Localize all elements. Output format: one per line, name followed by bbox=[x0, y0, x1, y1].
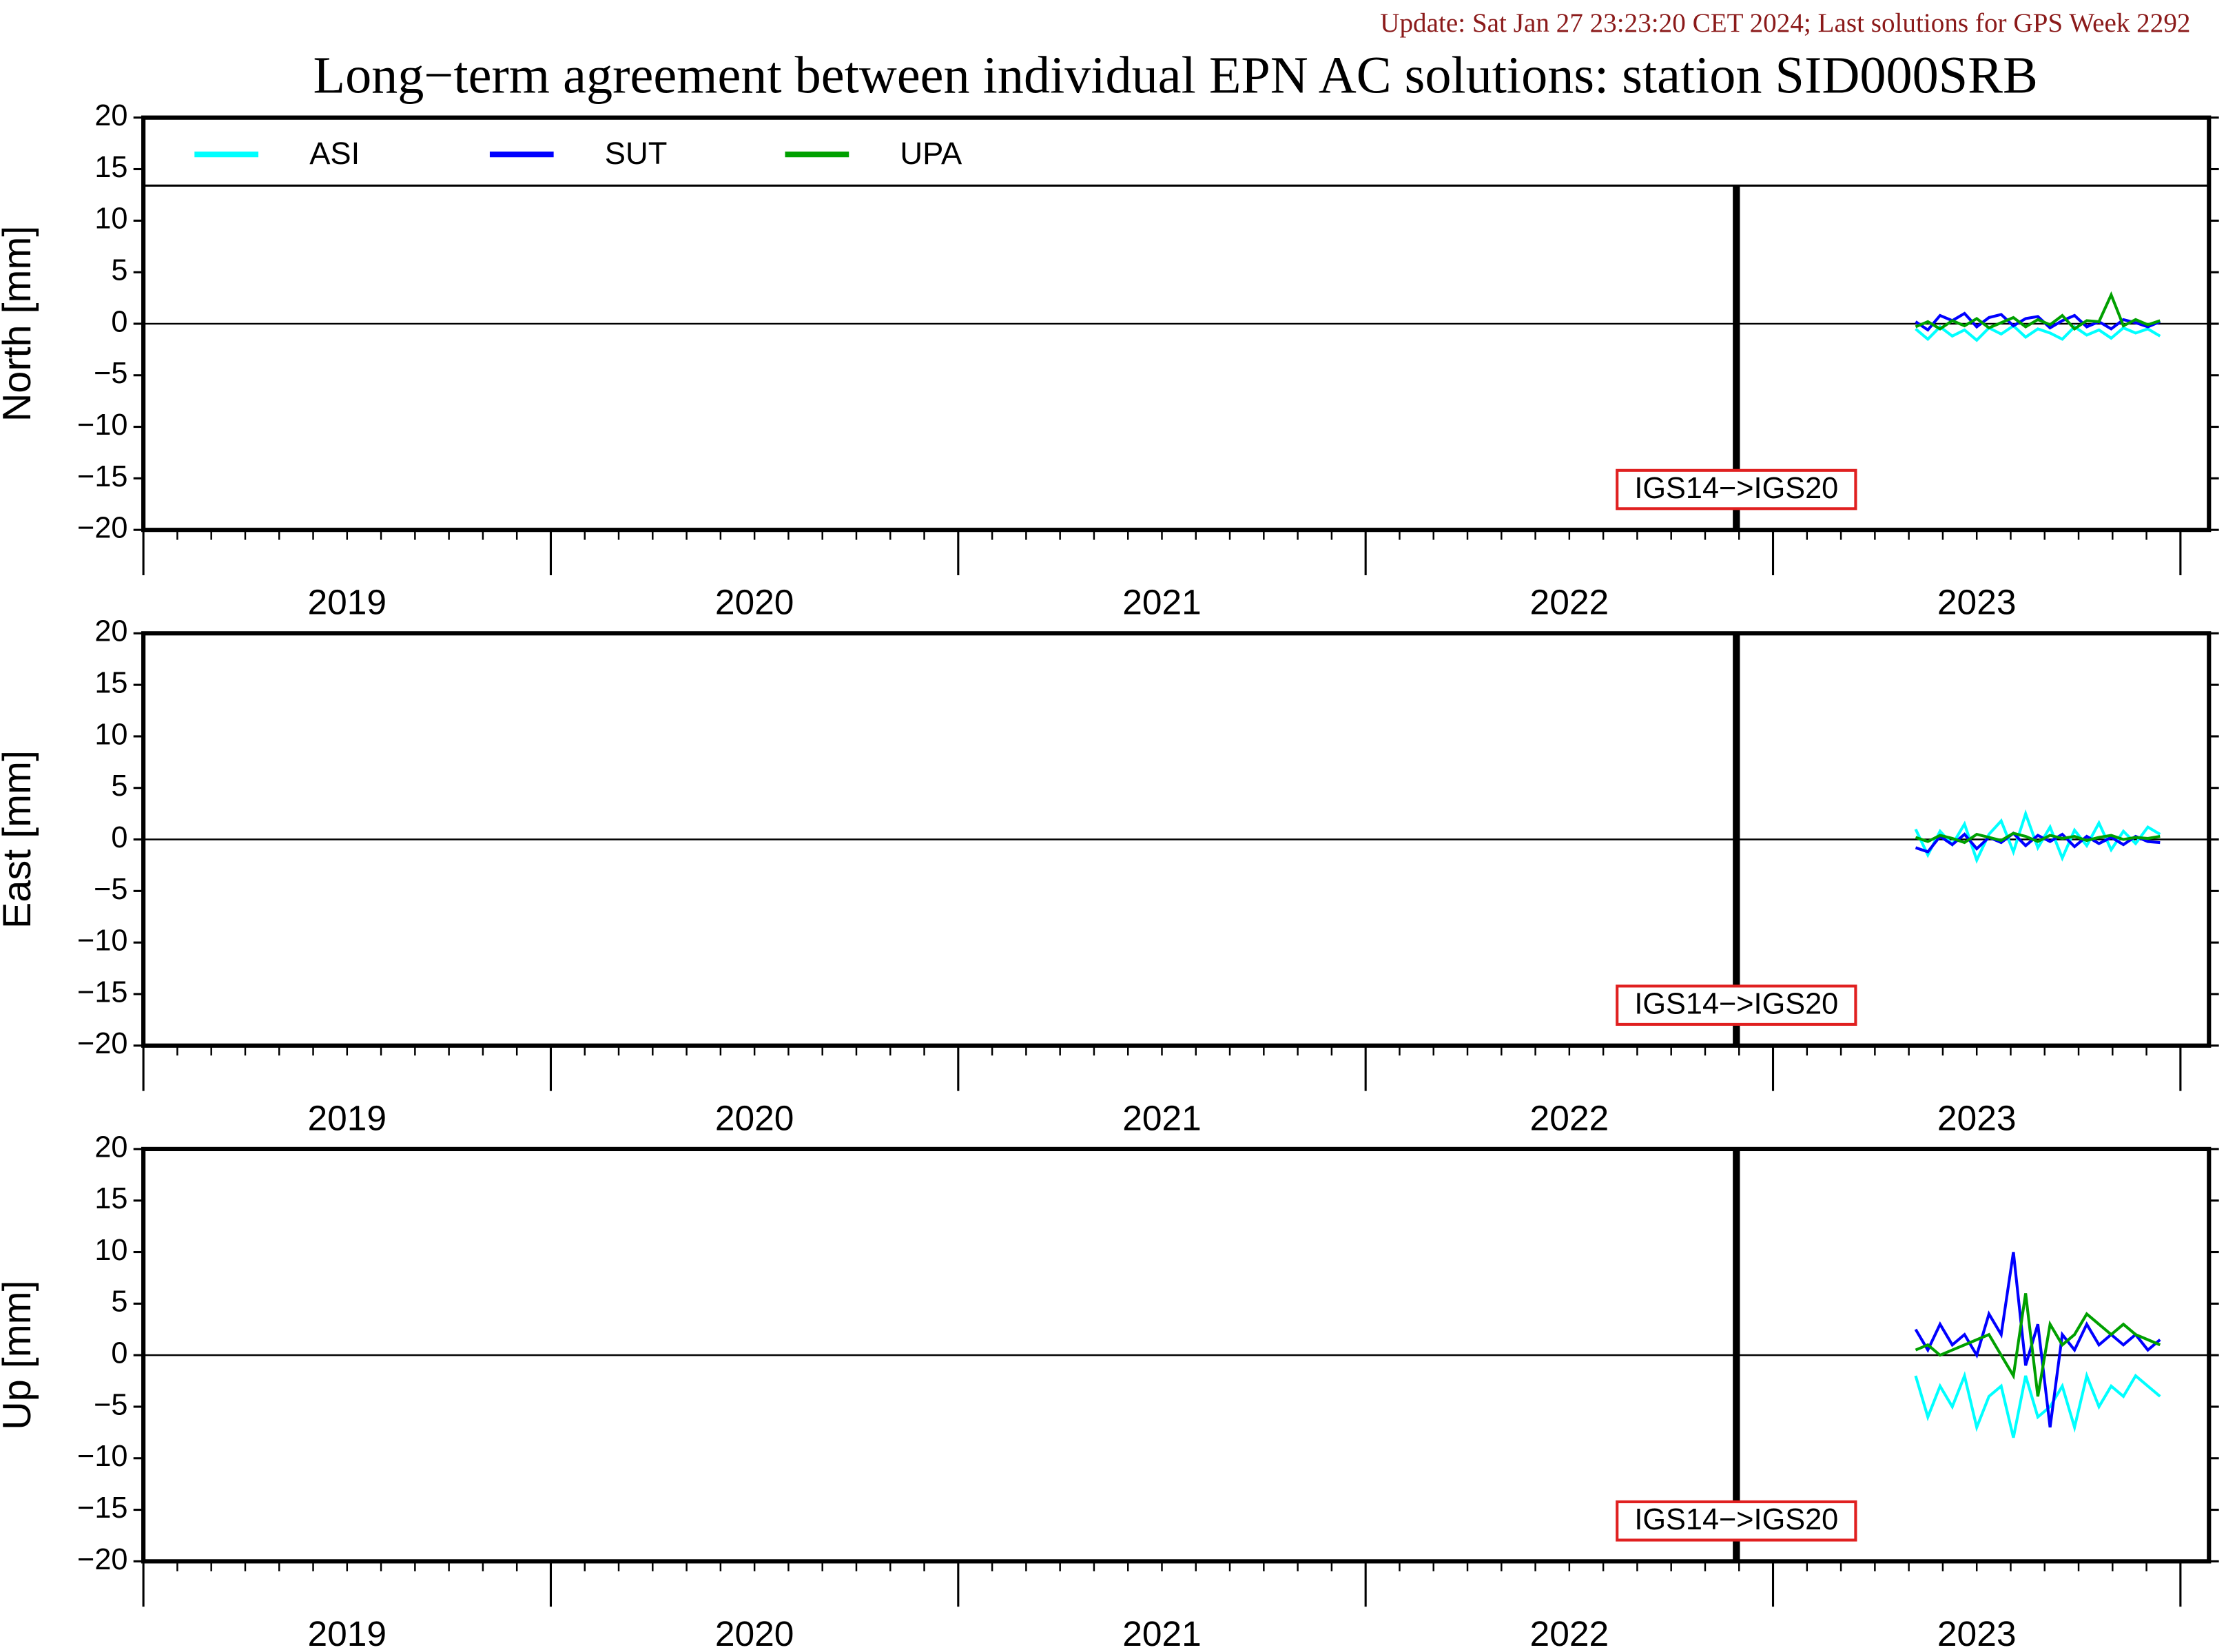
y-tick-label: 5 bbox=[111, 770, 127, 803]
y-tick-label: 0 bbox=[111, 305, 127, 338]
y-axis-label: East [mm] bbox=[0, 750, 39, 929]
y-tick-label: −5 bbox=[94, 873, 127, 906]
event-label-box bbox=[1616, 468, 1857, 510]
y-tick-label: −5 bbox=[94, 1388, 127, 1421]
x-tick-label: 2021 bbox=[1122, 1613, 1202, 1652]
y-tick-label: 20 bbox=[94, 615, 127, 648]
x-tick-label: 2021 bbox=[1122, 1097, 1202, 1137]
legend-label: ASI bbox=[309, 136, 360, 171]
legend-label: SUT bbox=[605, 136, 668, 171]
y-tick-label: −20 bbox=[77, 1027, 127, 1060]
event-label-box bbox=[1616, 984, 1857, 1026]
x-tick-label: 2023 bbox=[1937, 1613, 2017, 1652]
x-tick-label: 2023 bbox=[1937, 1097, 2017, 1137]
y-tick-label: 15 bbox=[94, 1182, 127, 1215]
plot-frame bbox=[141, 1146, 2212, 1564]
x-tick-label: 2020 bbox=[715, 1097, 794, 1137]
y-tick-label: 15 bbox=[94, 667, 127, 700]
y-tick-label: 10 bbox=[94, 203, 127, 236]
x-tick-label: 2022 bbox=[1530, 582, 1609, 622]
y-tick-label: 10 bbox=[94, 718, 127, 751]
y-tick-label: 10 bbox=[94, 1234, 127, 1267]
y-tick-label: 20 bbox=[94, 1130, 127, 1164]
series-line bbox=[1915, 1293, 2161, 1397]
x-tick-label: 2020 bbox=[715, 1613, 794, 1652]
y-tick-label: −20 bbox=[77, 1543, 127, 1576]
y-tick-label: −15 bbox=[77, 460, 127, 493]
update-note: Update: Sat Jan 27 23:23:20 CET 2024; La… bbox=[1380, 8, 2190, 38]
series-line bbox=[1915, 311, 2161, 332]
x-tick-label: 2019 bbox=[308, 582, 387, 622]
y-tick-label: 0 bbox=[111, 821, 127, 854]
x-tick-label: 2022 bbox=[1530, 1613, 1609, 1652]
series-line bbox=[1914, 1252, 2161, 1428]
x-tick-label: 2023 bbox=[1937, 582, 2017, 622]
y-tick-label: −15 bbox=[77, 1491, 127, 1525]
plot-area bbox=[1914, 809, 2161, 864]
legend-label: UPA bbox=[900, 136, 962, 171]
event-label: IGS14−>IGS20 bbox=[1634, 1503, 1838, 1536]
y-tick-label: 5 bbox=[111, 254, 127, 287]
series-line bbox=[1915, 832, 2161, 845]
y-axis-label: North [mm] bbox=[0, 226, 39, 422]
y-axis-label: Up [mm] bbox=[0, 1280, 39, 1429]
x-tick-label: 2022 bbox=[1530, 1097, 1609, 1137]
plot-area bbox=[1915, 291, 2161, 342]
plot-frame bbox=[141, 631, 2212, 1048]
legend-box bbox=[142, 116, 2210, 187]
series-line bbox=[1915, 324, 2161, 342]
series-line bbox=[1915, 291, 2161, 331]
event-label: IGS14−>IGS20 bbox=[1634, 988, 1838, 1021]
y-tick-label: −20 bbox=[77, 512, 127, 545]
x-tick-label: 2021 bbox=[1122, 582, 1202, 622]
x-tick-label: 2020 bbox=[715, 582, 794, 622]
x-tick-label: 2019 bbox=[308, 1613, 387, 1652]
y-tick-label: −10 bbox=[77, 409, 127, 442]
event-label: IGS14−>IGS20 bbox=[1634, 472, 1838, 505]
y-tick-label: −5 bbox=[94, 357, 127, 390]
y-tick-label: −10 bbox=[77, 925, 127, 958]
y-tick-label: 0 bbox=[111, 1337, 127, 1370]
x-tick-label: 2019 bbox=[308, 1097, 387, 1137]
y-tick-label: 20 bbox=[94, 99, 127, 132]
y-tick-label: 15 bbox=[94, 151, 127, 184]
event-label-box bbox=[1616, 1500, 1857, 1542]
plot-area bbox=[1914, 1252, 2161, 1438]
series-line bbox=[1914, 1371, 2161, 1438]
y-tick-label: 5 bbox=[111, 1286, 127, 1319]
y-tick-label: −15 bbox=[77, 975, 127, 1009]
chart-title: Long−term agreement between individual E… bbox=[313, 47, 2038, 105]
y-tick-label: −10 bbox=[77, 1440, 127, 1473]
plot-frame bbox=[141, 115, 2212, 533]
